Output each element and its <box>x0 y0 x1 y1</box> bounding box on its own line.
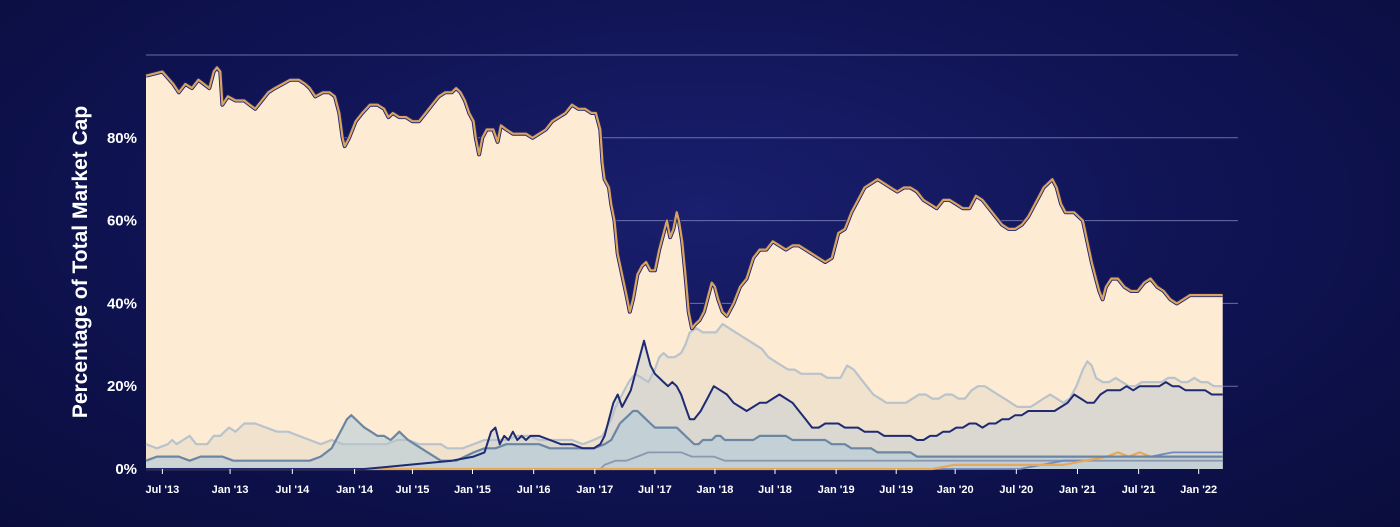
x-tick-label: Jul '21 <box>1122 484 1156 496</box>
navy-series-line <box>146 339 1223 470</box>
x-tick-label: Jul '14 <box>275 484 310 496</box>
y-axis-title: Percentage of Total Market Cap <box>69 106 92 418</box>
x-axis-ticks: Jul '13 Jan '13 Jul '14 Jan '14 Jul '15 Jan '… <box>145 469 1217 496</box>
btc-series-line <box>145 66 1223 330</box>
x-tick-label: Jul '19 <box>879 484 913 496</box>
slate-series-area <box>146 411 1223 469</box>
slate-series-line <box>145 409 1223 462</box>
x-tick-label: Jul '18 <box>758 484 792 496</box>
y-tick-label: 40% <box>107 295 137 312</box>
x-tick-label: Jan '22 <box>1180 484 1217 496</box>
x-tick-label: Jul '15 <box>396 484 430 496</box>
x-tick-label: Jan '21 <box>1059 484 1096 496</box>
x-tick-label: Jan '18 <box>696 484 733 496</box>
y-axis-ticks: 0% 20% 40% 60% 80% <box>107 130 137 478</box>
series-lines <box>145 65 1223 471</box>
x-tick-label: Jan '19 <box>818 484 855 496</box>
x-tick-label: Jul '13 <box>145 484 179 496</box>
x-tick-label: Jan '20 <box>937 484 974 496</box>
x-tick-label: Jan '14 <box>336 484 374 496</box>
y-tick-label: 80% <box>107 130 137 147</box>
x-tick-label: Jul '20 <box>999 484 1033 496</box>
x-tick-label: Jan '17 <box>576 484 613 496</box>
x-tick-label: Jul '16 <box>517 484 551 496</box>
x-tick-label: Jan '13 <box>212 484 249 496</box>
y-tick-label: 60% <box>107 213 137 230</box>
x-tick-label: Jan '15 <box>454 484 491 496</box>
x-tick-label: Jul '17 <box>638 484 672 496</box>
y-tick-label: 20% <box>107 378 137 395</box>
light-series-line <box>145 323 1223 450</box>
y-tick-label: 0% <box>115 461 137 478</box>
